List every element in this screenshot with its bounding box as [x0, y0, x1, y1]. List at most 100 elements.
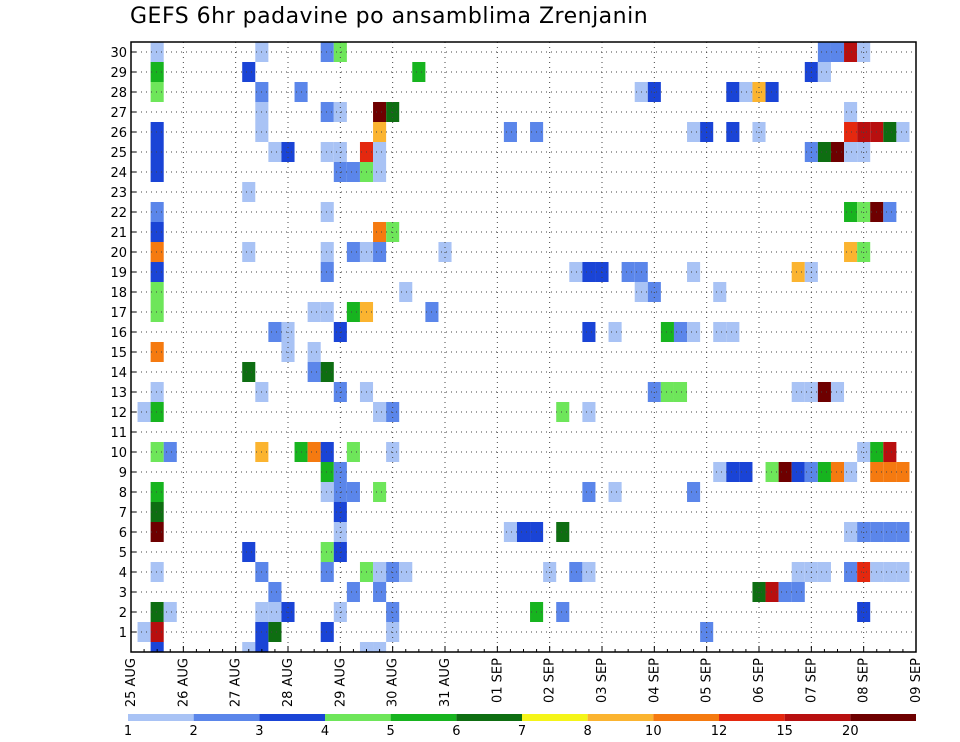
legend-swatch: [653, 714, 719, 721]
heat-cell: [844, 462, 858, 482]
y-tick-label: 9: [119, 466, 127, 481]
y-tick-label: 2: [119, 606, 127, 621]
legend-swatch: [128, 714, 194, 721]
heat-cell: [687, 482, 701, 502]
y-tick-label: 25: [110, 146, 127, 161]
heat-cell: [791, 562, 805, 582]
heat-cell: [150, 642, 164, 652]
y-tick-label: 21: [110, 226, 127, 241]
heat-cell: [150, 162, 164, 182]
heat-cell: [320, 542, 334, 562]
heat-cell: [320, 562, 334, 582]
heat-cell: [373, 102, 387, 122]
heat-cell: [660, 382, 674, 402]
heat-cell: [817, 562, 831, 582]
heat-cell: [817, 142, 831, 162]
y-tick-label: 3: [119, 586, 127, 601]
x-tick-label: 01 SEP: [490, 658, 505, 703]
heat-cell: [150, 562, 164, 582]
heat-cell: [320, 362, 334, 382]
heat-cell: [242, 242, 256, 262]
heat-cell: [830, 382, 845, 402]
x-tick-label: 02 SEP: [543, 658, 558, 703]
heat-cell: [582, 402, 596, 422]
heat-cell: [503, 122, 517, 142]
heat-cell: [268, 322, 282, 342]
heat-cell: [582, 262, 596, 282]
heat-cell: [713, 462, 727, 482]
heat-cell: [896, 122, 910, 142]
heat-cell: [673, 382, 688, 402]
legend-label: 8: [584, 724, 592, 739]
heat-cell: [150, 82, 164, 102]
heat-cell: [765, 582, 779, 602]
heat-cell: [359, 642, 374, 652]
heat-cell: [830, 142, 845, 162]
x-tick-label: 28 AUG: [281, 658, 296, 707]
heat-cell: [373, 642, 387, 652]
heat-cell: [844, 562, 858, 582]
heat-cell: [778, 462, 792, 482]
heat-cell: [608, 322, 622, 342]
heat-cell: [739, 462, 753, 482]
legend-label: 20: [842, 724, 859, 739]
heat-cell: [739, 82, 753, 102]
heat-cell: [830, 462, 845, 482]
heat-cell: [150, 142, 164, 162]
legend-swatch: [784, 714, 851, 721]
y-tick-label: 14: [110, 366, 127, 381]
heat-cell: [320, 202, 334, 222]
plot-frame: [130, 41, 917, 653]
heat-cell: [150, 482, 164, 502]
heat-cell: [791, 582, 805, 602]
heat-cell: [569, 562, 583, 582]
heat-cell: [163, 442, 177, 462]
x-tick-label: 31 AUG: [438, 658, 453, 707]
heat-cell: [883, 522, 897, 542]
heat-cell: [687, 262, 701, 282]
heat-cell: [150, 402, 164, 422]
legend-label: 4: [321, 724, 329, 739]
x-tick-label: 27 AUG: [229, 658, 244, 707]
heat-cell: [150, 382, 164, 402]
y-tick-label: 17: [110, 306, 127, 321]
heat-cell: [346, 162, 360, 182]
heat-cell: [242, 542, 256, 562]
heat-cell: [320, 442, 334, 462]
x-tick-label: 26 AUG: [176, 658, 191, 707]
heat-cell: [844, 202, 858, 222]
heat-cell: [373, 562, 387, 582]
heat-cell: [687, 322, 701, 342]
heat-cell: [320, 622, 334, 642]
heat-cell: [150, 262, 164, 282]
y-tick-label: 10: [110, 446, 127, 461]
heat-cell: [713, 282, 727, 302]
heat-cell: [150, 282, 164, 302]
heat-cell: [896, 562, 910, 582]
heat-cell: [817, 42, 831, 62]
heat-cell: [556, 522, 570, 542]
legend-label: 10: [645, 724, 662, 739]
y-tick-label: 29: [110, 66, 127, 81]
heat-cell: [830, 42, 845, 62]
heat-cell: [399, 282, 413, 302]
heat-cell: [150, 222, 164, 242]
heat-cell: [726, 322, 740, 342]
heat-cell: [883, 202, 897, 222]
chart-title: GEFS 6hr padavine po ansamblima Zrenjani…: [130, 4, 649, 29]
heat-cell: [503, 522, 517, 542]
heat-cell: [621, 262, 635, 282]
y-tick-label: 19: [110, 266, 127, 281]
heat-cell: [516, 522, 531, 542]
legend-swatch: [850, 714, 916, 721]
x-tick-label: 06 SEP: [752, 658, 767, 703]
heat-cell: [268, 582, 282, 602]
heat-cell: [373, 242, 387, 262]
heat-cell: [307, 302, 321, 322]
x-tick-label: 05 SEP: [700, 658, 715, 703]
legend-swatch: [456, 714, 522, 721]
heat-cell: [844, 242, 858, 262]
heat-cell: [673, 322, 688, 342]
heat-cell: [150, 42, 164, 62]
